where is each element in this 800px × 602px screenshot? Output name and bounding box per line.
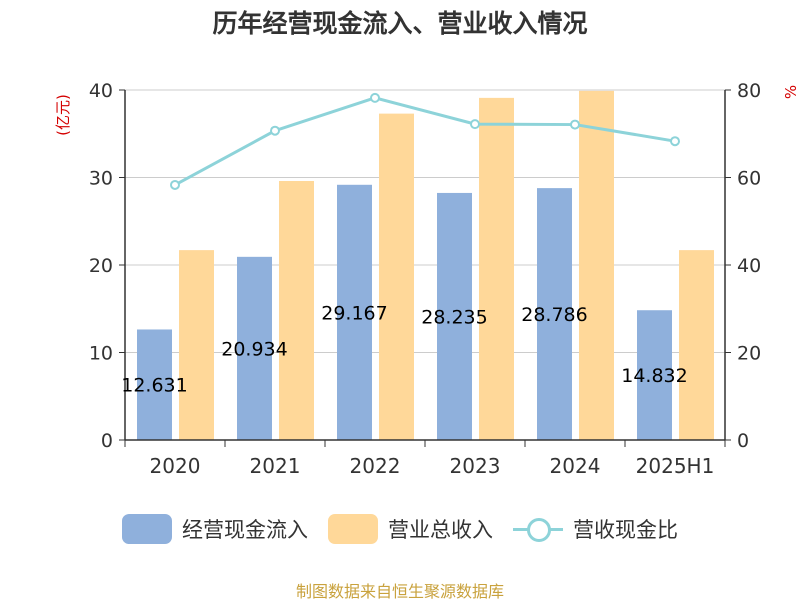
ratio-point: [570, 119, 580, 130]
legend-label-ratio: 营收现金比: [573, 518, 678, 542]
bar-revenue: [479, 97, 514, 440]
legend-label-revenue: 营业总收入: [388, 518, 493, 542]
left-axis-unit: (亿元): [54, 94, 72, 136]
data-label-cash-inflow: 12.631: [121, 375, 187, 397]
legend-label-cash-inflow: 经营现金流入: [182, 518, 308, 542]
ratio-point: [170, 179, 180, 190]
x-tick-label: 2025H1: [636, 454, 715, 478]
bar-revenue: [279, 181, 314, 440]
x-tick-label: 2021: [250, 454, 301, 478]
data-labels: 12.631 20.934 29.167 28.235 28.786 14.832: [121, 302, 687, 396]
bar-cash-inflow: [637, 310, 672, 440]
legend-item-ratio[interactable]: 营收现金比: [513, 514, 678, 544]
data-label-cash-inflow: 20.934: [221, 338, 287, 360]
legend-swatch-revenue: [328, 514, 378, 544]
bar-cash-inflow: [237, 256, 272, 440]
data-label-cash-inflow: 28.786: [521, 304, 587, 326]
data-label-cash-inflow: 29.167: [321, 302, 387, 324]
x-tick-label: 2024: [550, 454, 601, 478]
bar-cash-inflow: [537, 188, 572, 440]
left-tick-label: 10: [89, 343, 113, 365]
right-tick-label: 0: [737, 430, 749, 452]
legend-item-cash-inflow[interactable]: 经营现金流入: [122, 514, 308, 544]
left-tick-label: 20: [89, 255, 113, 277]
bar-revenue: [179, 250, 214, 440]
bars: [137, 90, 714, 440]
legend-swatch-ratio: [513, 514, 563, 544]
x-tick-label: 2020: [150, 454, 201, 478]
ratio-point: [370, 92, 380, 103]
ratio-line: [170, 92, 680, 190]
data-label-cash-inflow: 28.235: [421, 306, 487, 328]
bar-revenue: [679, 250, 714, 440]
right-axis-unit: %: [782, 85, 800, 99]
legend-swatch-cash-inflow: [122, 514, 172, 544]
chart-title: 历年经营现金流入、营业收入情况: [212, 9, 588, 38]
bar-cash-inflow: [337, 184, 372, 440]
bar-revenue: [379, 113, 414, 440]
right-tick-label: 40: [737, 255, 761, 277]
data-label-cash-inflow: 14.832: [621, 365, 687, 387]
source-note: 制图数据来自恒生聚源数据库: [295, 582, 504, 601]
bar-cash-inflow: [137, 329, 172, 440]
axes: 0 10 20 30 40 0 20 40 60 80 (亿元)% 2020 2021 2022 2023 2…: [54, 80, 800, 478]
left-tick-label: 40: [89, 80, 113, 102]
ratio-point: [670, 136, 680, 147]
legend: 经营现金流入 营业总收入 营收现金比: [0, 514, 800, 544]
x-tick-label: 2023: [450, 454, 501, 478]
ratio-polyline: [174, 96, 676, 187]
right-tick-label: 20: [737, 343, 761, 365]
bar-revenue: [579, 90, 614, 440]
gridlines: [125, 89, 725, 353]
ratio-point: [270, 125, 280, 136]
right-tick-label: 60: [737, 168, 761, 190]
right-tick-label: 80: [737, 80, 761, 102]
left-tick-label: 30: [89, 168, 113, 190]
left-tick-label: 0: [101, 430, 113, 452]
x-tick-label: 2022: [350, 454, 401, 478]
bar-cash-inflow: [437, 192, 472, 440]
legend-item-revenue[interactable]: 营业总收入: [328, 514, 493, 544]
ratio-point: [470, 119, 480, 130]
